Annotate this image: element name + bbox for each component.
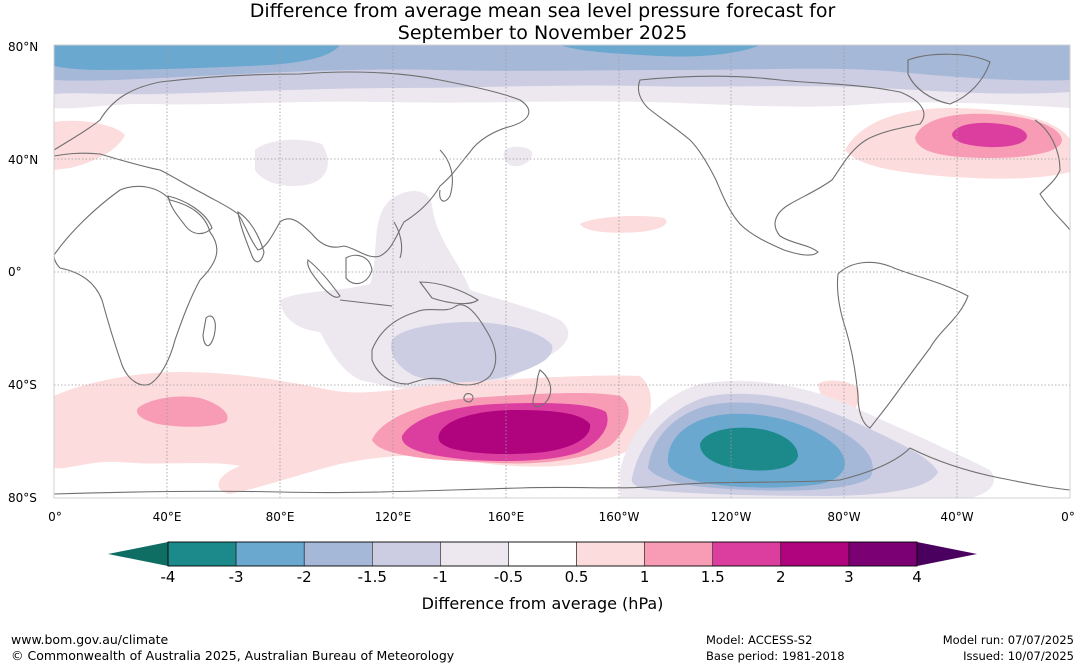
footer-copyright: © Commonwealth of Australia 2025, Austra…	[11, 648, 455, 663]
coastline-australia	[371, 304, 497, 386]
lon-label-160w: 160°W	[598, 510, 640, 524]
colorbar-segment	[576, 541, 645, 567]
colorbar-segment	[440, 541, 509, 567]
map-gridlines	[54, 45, 1070, 498]
siberia-anomaly-weak	[255, 139, 328, 187]
arctic-anomaly-core	[54, 45, 340, 70]
lat-label-40s: 40°S	[8, 378, 37, 392]
arctic-anomaly-core-2	[560, 45, 760, 57]
coastline-south-america	[836, 261, 969, 429]
colorbar-tick-label: 0.5	[564, 568, 589, 586]
coastlines	[54, 53, 1070, 495]
colorbar-tick-label: 1.5	[700, 568, 725, 586]
coastline-eurasia	[54, 71, 530, 258]
colorbar-segment	[644, 541, 713, 567]
colorbar-segment	[235, 541, 305, 567]
coastline-greenland	[907, 53, 991, 105]
lat-label-40n: 40°N	[8, 153, 39, 167]
lat-label-80s: 80°S	[8, 491, 37, 505]
lat-label-0: 0°	[8, 265, 22, 279]
lon-label-0-left: 0°	[48, 510, 62, 524]
colorbar-tick-label: 1	[639, 568, 650, 586]
coastline-new-guinea	[418, 281, 479, 305]
lon-label-40e: 40°E	[152, 510, 182, 524]
colorbar	[108, 541, 977, 567]
colorbar-tick-label: -2	[296, 568, 312, 586]
colorbar-segment	[780, 541, 850, 567]
coastline-north-america	[637, 75, 925, 256]
lon-label-80w: 80°W	[827, 510, 861, 524]
chart-title-line-1: Difference from average mean sea level p…	[249, 0, 836, 22]
colorbar-segment	[848, 541, 918, 567]
colorbar-segment	[712, 541, 782, 567]
colorbar-tick-label: 4	[912, 568, 922, 586]
footer-issued: Issued: 10/07/2025	[963, 649, 1074, 663]
coastline-africa	[54, 185, 218, 386]
coastline-arabia	[167, 195, 213, 235]
lon-label-160e: 160°E	[487, 510, 525, 524]
colorbar-segment	[372, 541, 441, 567]
pacific-anomaly-weak-small	[503, 146, 533, 167]
colorbar-tick-label: 3	[844, 568, 854, 586]
colorbar-title: Difference from average (hPa)	[421, 594, 664, 613]
footer-model-run: Model run: 07/07/2025	[942, 633, 1074, 647]
coastline-borneo	[345, 254, 373, 285]
southern-indian-anomaly-mid	[136, 396, 228, 427]
map-border	[53, 44, 1071, 499]
south-australia-anomaly-core	[438, 410, 591, 455]
colorbar-tick-label: -4	[160, 568, 176, 586]
colorbar-tick-label: -1.5	[357, 568, 387, 586]
lon-label-120w: 120°W	[710, 510, 752, 524]
coastline-madagascar	[202, 315, 216, 347]
lon-label-0-right: 0°	[1061, 510, 1075, 524]
footer-model: Model: ACCESS-S2	[706, 633, 813, 647]
coastline-antarctica	[54, 447, 1070, 495]
australia-anomaly-mid	[391, 322, 553, 383]
north-atlantic-anomaly-strong	[952, 122, 1027, 148]
coastline-india	[237, 210, 265, 263]
colorbar-tick-label: -0.5	[493, 568, 524, 586]
pacific-anomaly-positive-small	[580, 216, 667, 233]
coastline-java	[339, 299, 393, 307]
colorbar-segment	[508, 541, 577, 567]
lon-label-80e: 80°E	[265, 510, 295, 524]
colorbar-tick-label: -3	[228, 568, 244, 586]
colorbar-outline	[167, 541, 918, 567]
colorbar-tick-label: -1	[432, 568, 448, 586]
coastline-philippines	[393, 221, 403, 259]
coastline-japan	[439, 149, 453, 202]
coastline-new-zealand	[532, 369, 552, 408]
colorbar-tick-label: 2	[776, 568, 786, 586]
lat-label-80n: 80°N	[8, 40, 39, 54]
coastline-tasmania	[463, 393, 474, 403]
coastline-sumatra	[307, 259, 341, 298]
lon-label-120e: 120°E	[374, 510, 412, 524]
chart-title-line-2: September to November 2025	[397, 22, 688, 44]
colorbar-segment	[167, 541, 237, 567]
coastline-western-europe	[1034, 119, 1070, 231]
colorbar-over-triangle	[917, 542, 977, 566]
footer-url: www.bom.gov.au/climate	[11, 632, 169, 647]
anomaly-fields	[54, 45, 1070, 498]
colorbar-under-triangle	[108, 542, 168, 566]
footer-base-period: Base period: 1981-2018	[706, 649, 845, 663]
southeast-pacific-anomaly-core	[700, 427, 798, 471]
lon-label-40w: 40°W	[940, 510, 974, 524]
colorbar-segment	[303, 541, 373, 567]
europe-anomaly-weak	[54, 120, 125, 170]
